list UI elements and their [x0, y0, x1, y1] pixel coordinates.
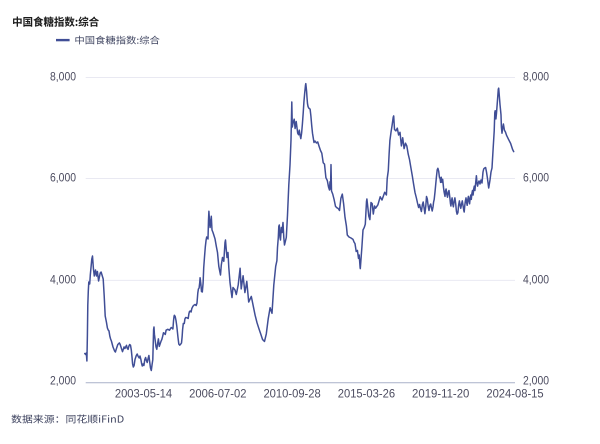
- svg-text:4,000: 4,000: [50, 272, 76, 286]
- svg-text:2006-07-02: 2006-07-02: [189, 386, 247, 400]
- svg-text:8,000: 8,000: [523, 69, 549, 83]
- svg-text:8,000: 8,000: [50, 69, 76, 83]
- svg-text:2024-08-15: 2024-08-15: [486, 386, 544, 400]
- svg-text:2015-03-26: 2015-03-26: [338, 386, 396, 400]
- svg-text:6,000: 6,000: [523, 170, 549, 184]
- svg-text:4,000: 4,000: [523, 272, 549, 286]
- svg-text:2019-11-20: 2019-11-20: [412, 386, 470, 400]
- svg-text:2003-05-14: 2003-05-14: [115, 386, 173, 400]
- svg-text:6,000: 6,000: [50, 170, 76, 184]
- svg-text:2010-09-28: 2010-09-28: [263, 386, 321, 400]
- svg-text:2,000: 2,000: [50, 373, 76, 387]
- svg-text:2,000: 2,000: [523, 373, 549, 387]
